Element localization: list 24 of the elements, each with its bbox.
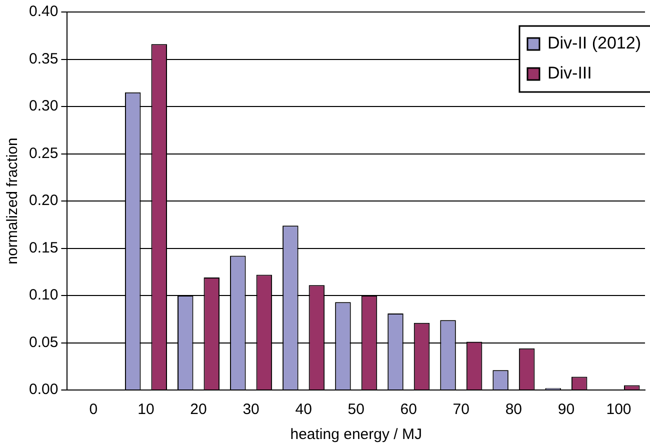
y-tick-label: 0.15 (28, 239, 58, 256)
y-tick-label: 0.05 (28, 334, 58, 351)
x-tick-label: 10 (138, 401, 154, 418)
legend-label: Div-II (2012) (547, 34, 642, 53)
y-tick-label: 0.30 (28, 98, 58, 115)
y-tick-label: 0.35 (28, 50, 58, 68)
y-axis-title: normalized fraction (4, 138, 22, 264)
y-tick-label: 0.40 (28, 3, 58, 20)
x-axis-title: heating energy / MJ (290, 426, 422, 444)
x-tick-label: 90 (558, 401, 575, 418)
legend-label: Div-III (547, 64, 592, 83)
x-tick-label: 0 (89, 401, 98, 418)
x-tick-label: 80 (505, 401, 522, 418)
x-tick-label: 100 (606, 401, 632, 418)
x-tick-label: 30 (242, 401, 260, 418)
x-tick-label: 40 (295, 401, 312, 418)
y-tick-label: 0.20 (28, 192, 58, 210)
y-tick-label: 0.00 (28, 381, 58, 398)
x-tick-label: 50 (348, 401, 364, 418)
y-tick-label: 0.25 (28, 144, 58, 162)
x-tick-label: 20 (190, 401, 207, 418)
x-tick-label: 60 (400, 401, 417, 418)
x-tick-label: 70 (452, 401, 470, 418)
y-tick-label: 0.10 (28, 286, 58, 304)
